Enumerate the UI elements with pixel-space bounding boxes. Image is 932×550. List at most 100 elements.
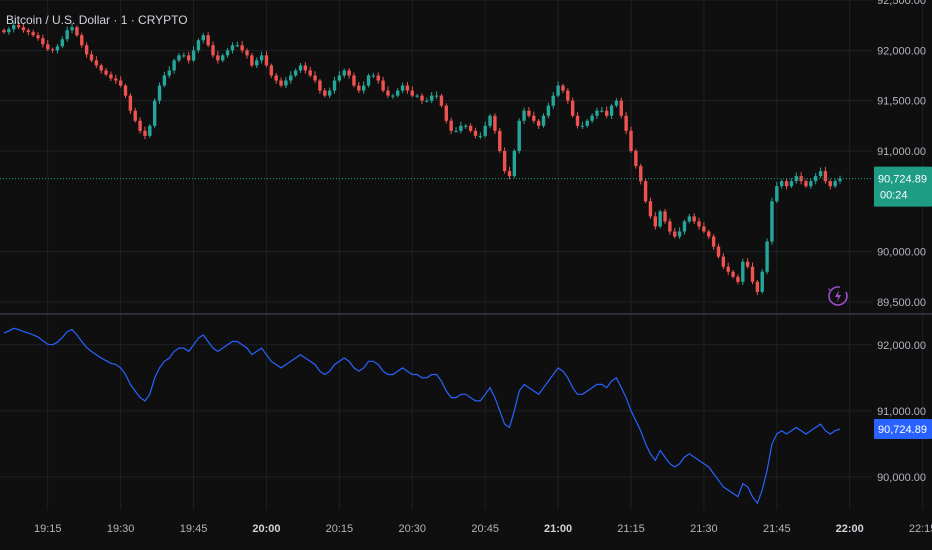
- candle: [211, 45, 215, 56]
- time-tick-label: 20:30: [399, 523, 427, 535]
- candle: [444, 105, 449, 121]
- candle: [371, 75, 376, 77]
- candle: [41, 38, 45, 45]
- candle: [502, 150, 507, 172]
- candle: [687, 216, 692, 222]
- candle: [148, 125, 152, 136]
- candle: [274, 75, 278, 81]
- candle: [760, 271, 764, 292]
- price-tick-label: 91,500.00: [877, 96, 926, 108]
- candle: [201, 35, 205, 41]
- candle: [498, 130, 502, 151]
- candle: [206, 35, 210, 46]
- candle: [488, 115, 492, 126]
- candle: [600, 110, 604, 112]
- candle: [570, 100, 575, 116]
- time-tick-label: 20:45: [471, 523, 499, 535]
- candle: [575, 115, 580, 126]
- candle: [235, 45, 240, 47]
- candle: [259, 55, 264, 61]
- candle: [750, 266, 755, 282]
- candle: [2, 30, 6, 33]
- candle: [522, 110, 526, 121]
- candle: [182, 55, 186, 57]
- candle: [123, 85, 128, 96]
- candle: [794, 176, 798, 182]
- candle: [838, 178, 842, 182]
- candle: [361, 85, 366, 91]
- candle: [512, 150, 517, 177]
- candle: [332, 80, 337, 91]
- time-tick-label: 20:00: [252, 523, 280, 535]
- candle: [833, 181, 837, 187]
- line-price-tag: [874, 419, 932, 440]
- candle: [741, 261, 745, 282]
- time-tick-label: 21:00: [544, 523, 572, 535]
- candle: [391, 95, 395, 97]
- time-tick-label: 19:45: [180, 523, 208, 535]
- candle: [89, 54, 94, 61]
- candle: [784, 181, 789, 187]
- line-price-value: 90,724.89: [878, 424, 927, 436]
- candle: [789, 181, 794, 187]
- time-tick-label: 19:15: [34, 523, 62, 535]
- candle: [663, 211, 667, 222]
- candle: [186, 55, 191, 61]
- candle: [240, 45, 244, 51]
- price-line-series: [3, 327, 841, 505]
- candle: [50, 49, 55, 51]
- candle: [425, 100, 429, 102]
- price-tick-label: 90,000.00: [877, 247, 926, 259]
- candle: [264, 55, 269, 66]
- candle: [337, 75, 342, 81]
- candle: [342, 70, 346, 76]
- candle: [269, 65, 274, 76]
- candle: [410, 90, 414, 96]
- candle: [823, 171, 828, 182]
- candle: [818, 171, 823, 177]
- candle: [118, 80, 123, 86]
- price-tick-label: 90,000.00: [877, 472, 926, 484]
- candle: [36, 35, 40, 39]
- candle: [629, 130, 633, 151]
- candle: [109, 74, 113, 79]
- candle: [303, 65, 308, 71]
- candle: [745, 261, 750, 267]
- price-tick-label: 92,000.00: [877, 340, 926, 352]
- candle: [16, 25, 21, 28]
- candle: [473, 130, 478, 136]
- candle: [289, 75, 293, 81]
- candle: [157, 85, 162, 101]
- candle: [415, 95, 419, 97]
- candle: [152, 100, 157, 126]
- candle: [604, 110, 609, 116]
- candle: [682, 221, 687, 232]
- candle: [46, 44, 50, 50]
- candle: [318, 80, 322, 91]
- candle: [250, 55, 254, 66]
- candle: [449, 120, 453, 131]
- candle: [7, 29, 11, 33]
- candle: [143, 130, 147, 136]
- candle: [308, 70, 312, 76]
- candle: [707, 231, 711, 237]
- candle: [634, 150, 638, 167]
- candle: [697, 221, 701, 227]
- candle: [94, 60, 99, 66]
- candle: [400, 85, 405, 91]
- candle: [609, 105, 614, 116]
- candle: [99, 65, 103, 71]
- candle: [313, 75, 317, 81]
- lightning-replay-icon: [828, 286, 848, 306]
- candle: [128, 95, 133, 111]
- time-tick-label: 22:15: [909, 523, 932, 535]
- candle: [60, 39, 65, 47]
- candle: [293, 70, 298, 76]
- candle: [255, 60, 259, 66]
- candle: [536, 120, 541, 126]
- candle: [765, 241, 769, 272]
- candle: [527, 110, 531, 116]
- price-tick-label: 91,000.00: [877, 406, 926, 418]
- candle: [736, 276, 740, 282]
